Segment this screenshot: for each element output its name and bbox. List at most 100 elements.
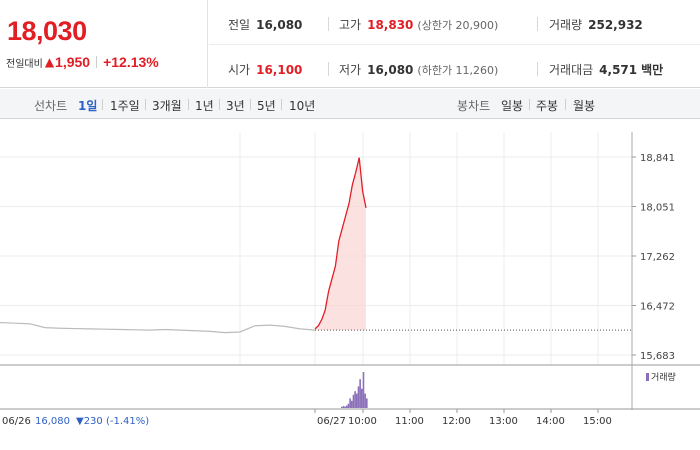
stat-value: 18,830: [367, 18, 414, 32]
volume-bar: [351, 400, 353, 408]
period-3y-button[interactable]: 3년: [226, 99, 245, 113]
price-lines: [0, 157, 632, 334]
period-1w-button[interactable]: 1주일: [110, 99, 140, 113]
x-axis-labels: 06/27 10:00 11:00 12:00 13:00 14:00 15:00: [314, 409, 612, 427]
current-price: 18,030: [7, 16, 87, 46]
divider: [188, 99, 189, 110]
change-percent: +12.13%: [103, 54, 159, 70]
stat-value: 4,571: [599, 63, 638, 77]
stat-open: 시가 16,100: [228, 61, 302, 78]
period-10y-button[interactable]: 10년: [289, 99, 316, 113]
stat-value: 16,100: [256, 63, 303, 77]
y-tick-label: 16,472: [640, 302, 675, 313]
volume-bar: [349, 398, 351, 408]
volume-bar: [361, 388, 363, 408]
stat-value: 16,080: [367, 63, 414, 77]
prev-day-close: 16,080: [35, 416, 70, 427]
stat-low: 저가 16,080 (하한가 11,260): [339, 61, 498, 78]
volume-bar: [352, 394, 355, 408]
divider: [565, 99, 566, 110]
candle-chart-label: 봉차트: [457, 99, 491, 113]
stat-amount: 거래대금 4,571 백만: [549, 61, 663, 78]
lower-limit: (하한가 11,260): [417, 64, 499, 77]
volume-bar: [346, 405, 348, 408]
divider: [281, 99, 282, 110]
price-area: [315, 157, 366, 331]
x-tick-label: 10:00: [348, 416, 377, 427]
x-tick-label: 11:00: [395, 416, 424, 427]
prev-day-line: [0, 321, 316, 334]
divider: [219, 99, 220, 110]
x-tick-label: 06/27: [317, 416, 346, 427]
volume-bar: [344, 406, 346, 408]
stat-label: 고가: [339, 18, 362, 32]
stat-label: 시가: [228, 63, 251, 77]
x-tick-label: 13:00: [489, 416, 518, 427]
y-tick-label: 18,841: [640, 153, 675, 164]
stat-label: 저가: [339, 63, 362, 77]
chart-grid: [0, 132, 700, 410]
y-tick-label: 15,683: [640, 351, 675, 362]
prev-day-change: ▼230 (-1.41%): [76, 416, 149, 427]
price-box: 18,030 전일대비 ▲ 1,950 +12.13%: [0, 0, 208, 88]
period-5y-button[interactable]: 5년: [257, 99, 276, 113]
volume-bar: [357, 386, 360, 408]
y-axis-labels: 18,841 18,051 17,262 16,472 15,683: [640, 153, 675, 362]
divider: [529, 99, 530, 110]
x-tick-label: 15:00: [583, 416, 612, 427]
stat-label: 거래량: [549, 18, 583, 32]
volume-bar: [341, 406, 343, 408]
volume-bar: [354, 391, 356, 408]
stat-volume: 거래량 252,932: [549, 16, 643, 33]
candle-monthly-button[interactable]: 월봉: [573, 99, 596, 113]
divider: [145, 99, 146, 110]
volume-bar: [342, 406, 345, 408]
divider: [250, 99, 251, 110]
x-tick-label: 12:00: [442, 416, 471, 427]
stat-label: 거래대금: [549, 63, 594, 77]
period-1d-button[interactable]: 1일: [78, 99, 98, 113]
line-chart-label: 선차트: [34, 99, 68, 113]
stat-unit: 백만: [641, 63, 664, 77]
y-tick-label: 18,051: [640, 203, 675, 214]
prev-day-date: 06/26: [2, 416, 31, 427]
divider: [537, 17, 538, 31]
divider: [209, 44, 700, 45]
volume-bar: [347, 403, 350, 408]
volume-bar: [362, 372, 365, 408]
volume-bar: [366, 398, 368, 408]
previous-day-summary: 06/26 16,080 ▼230 (-1.41%): [2, 416, 149, 427]
stat-value: 16,080: [256, 18, 303, 32]
upper-limit: (상한가 20,900): [417, 19, 499, 32]
change-label: 전일대비: [6, 58, 43, 70]
stat-high: 고가 18,830 (상한가 20,900): [339, 16, 498, 33]
volume-legend-swatch: [646, 373, 649, 381]
volume-bar: [364, 393, 366, 408]
price-chart: 18,841 18,051 17,262 16,472 15,683 06/27 10:0…: [0, 120, 700, 450]
stat-prev-close: 전일 16,080: [228, 16, 302, 33]
x-tick-label: 14:00: [536, 416, 565, 427]
y-tick-label: 17,262: [640, 252, 675, 263]
up-triangle-icon: ▲: [44, 55, 55, 69]
stat-value: 252,932: [588, 18, 643, 32]
price-chart-svg: 18,841 18,051 17,262 16,472 15,683 06/27 10:0…: [0, 120, 700, 450]
volume-bar: [356, 393, 358, 408]
divider: [537, 62, 538, 76]
chart-toolbar: 선차트 1일 1주일 3개월 1년 3년 5년 10년 봉차트 일봉 주봉 월봉: [0, 89, 700, 119]
volume-legend: 거래량: [651, 371, 676, 383]
volume-bars: [341, 372, 368, 408]
candle-weekly-button[interactable]: 주봉: [536, 99, 559, 113]
period-3m-button[interactable]: 3개월: [152, 99, 182, 113]
stat-label: 전일: [228, 18, 251, 32]
change-value: 1,950: [55, 54, 91, 70]
today-price-line: [314, 157, 367, 330]
period-1y-button[interactable]: 1년: [195, 99, 214, 113]
divider: [328, 17, 329, 31]
candle-daily-button[interactable]: 일봉: [501, 99, 524, 113]
change-row: 전일대비 ▲ 1,950 +12.13%: [6, 54, 159, 70]
quote-header: 18,030 전일대비 ▲ 1,950 +12.13% 전일 16,080 고가…: [0, 0, 700, 88]
divider: [328, 62, 329, 76]
divider: [102, 99, 103, 110]
divider: [96, 56, 98, 68]
volume-bar: [359, 379, 361, 408]
